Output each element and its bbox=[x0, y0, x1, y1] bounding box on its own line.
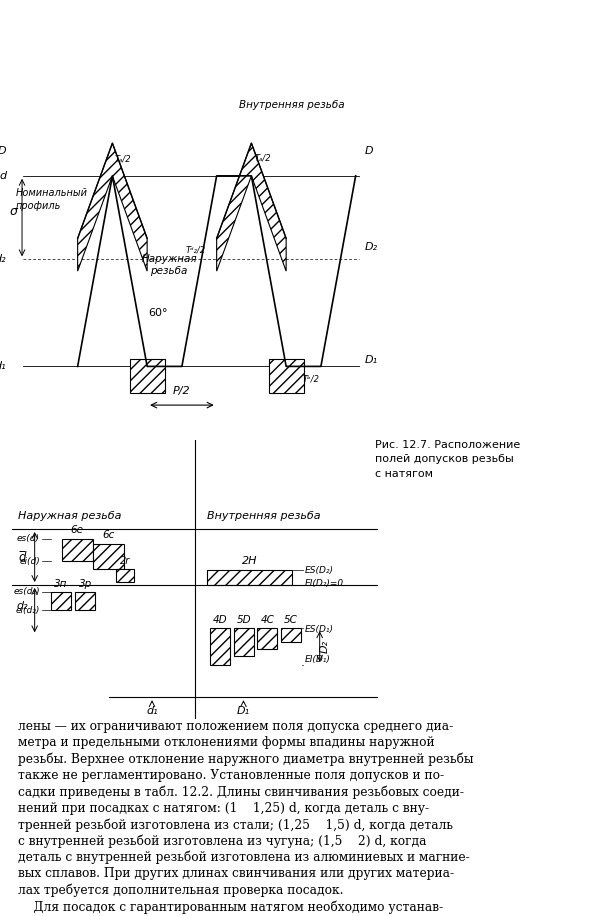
Text: D₂: D₂ bbox=[365, 243, 378, 252]
Text: Наружная
резьба: Наружная резьба bbox=[141, 254, 197, 277]
Text: 3р: 3р bbox=[78, 579, 91, 589]
Polygon shape bbox=[217, 143, 286, 271]
Text: Tₐ/2: Tₐ/2 bbox=[255, 154, 271, 162]
FancyBboxPatch shape bbox=[62, 539, 93, 562]
Text: 6с: 6с bbox=[103, 530, 115, 540]
Text: 4D: 4D bbox=[212, 615, 227, 625]
Text: ei(d₂): ei(d₂) bbox=[15, 605, 40, 615]
Text: D: D bbox=[0, 146, 6, 156]
FancyBboxPatch shape bbox=[234, 628, 254, 656]
Text: лены — их ограничивают положением поля допуска среднего диа-: лены — их ограничивают положением поля д… bbox=[18, 720, 453, 733]
Text: d: d bbox=[0, 171, 6, 180]
Polygon shape bbox=[78, 143, 147, 271]
Text: d₂: d₂ bbox=[17, 601, 28, 611]
Text: d₁: d₁ bbox=[146, 706, 158, 716]
Text: Номинальный
профиль: Номинальный профиль bbox=[15, 189, 87, 211]
Text: 5D: 5D bbox=[237, 615, 251, 625]
Text: метра и предельными отклонениями формы впадины наружной: метра и предельными отклонениями формы в… bbox=[18, 736, 434, 749]
Text: EI(D₁): EI(D₁) bbox=[304, 655, 330, 664]
Text: D₁: D₁ bbox=[237, 706, 250, 716]
Text: Внутренняя резьба: Внутренняя резьба bbox=[238, 101, 344, 110]
FancyBboxPatch shape bbox=[93, 544, 124, 569]
Text: σ: σ bbox=[9, 205, 18, 218]
FancyBboxPatch shape bbox=[75, 592, 95, 610]
Text: P/2: P/2 bbox=[173, 387, 191, 396]
Text: тренней резьбой изготовлена из стали; (1,25    1,5) d, когда деталь: тренней резьбой изготовлена из стали; (1… bbox=[18, 818, 453, 832]
Text: EI(D₂)=0: EI(D₂)=0 bbox=[304, 579, 343, 588]
Text: деталь с внутренней резьбой изготовлена из алюминиевых и магние-: деталь с внутренней резьбой изготовлена … bbox=[18, 851, 470, 865]
FancyBboxPatch shape bbox=[116, 569, 135, 583]
Text: Для посадок с гарантированным натягом необходимо устанав-: Для посадок с гарантированным натягом не… bbox=[18, 900, 443, 914]
FancyBboxPatch shape bbox=[281, 628, 301, 642]
Text: 6е: 6е bbox=[71, 525, 84, 535]
Text: Внутренняя резьба: Внутренняя резьба bbox=[207, 511, 320, 521]
Polygon shape bbox=[269, 359, 303, 393]
Text: Рис. 12.7. Расположение
полей допусков резьбы
с натягом: Рис. 12.7. Расположение полей допусков р… bbox=[375, 440, 520, 479]
Text: es(d₂): es(d₂) bbox=[13, 587, 40, 596]
FancyBboxPatch shape bbox=[210, 628, 230, 665]
Text: Tᵈ₂/2: Tᵈ₂/2 bbox=[185, 245, 206, 255]
Text: D₁: D₁ bbox=[365, 355, 378, 365]
Text: D₂: D₂ bbox=[319, 640, 329, 653]
Text: ei(d): ei(d) bbox=[19, 557, 40, 566]
Text: ES(D₂): ES(D₂) bbox=[304, 566, 333, 575]
FancyBboxPatch shape bbox=[257, 628, 277, 649]
Text: также не регламентировано. Установленные поля допусков и по-: также не регламентировано. Установленные… bbox=[18, 769, 444, 782]
Text: 4С: 4С bbox=[260, 615, 274, 625]
Text: es(d): es(d) bbox=[17, 534, 40, 543]
Polygon shape bbox=[130, 359, 165, 393]
Text: садки приведены в табл. 12.2. Длины свинчивания резьбовых соеди-: садки приведены в табл. 12.2. Длины свин… bbox=[18, 785, 464, 799]
Text: Tᵇ/2: Tᵇ/2 bbox=[303, 375, 320, 384]
Text: Tₐ/2: Tₐ/2 bbox=[114, 155, 131, 164]
FancyBboxPatch shape bbox=[51, 592, 71, 610]
Text: 3п: 3п bbox=[54, 579, 67, 589]
Text: 2r: 2r bbox=[120, 556, 130, 566]
Text: с внутренней резьбой изготовлена из чугуна; (1,5    2) d, когда: с внутренней резьбой изготовлена из чугу… bbox=[18, 834, 426, 848]
Text: нений при посадках с натягом: (1    1,25) d, когда деталь с вну-: нений при посадках с натягом: (1 1,25) d… bbox=[18, 802, 429, 814]
Text: 5С: 5С bbox=[284, 615, 298, 625]
Text: лах требуется дополнительная проверка посадок.: лах требуется дополнительная проверка по… bbox=[18, 884, 343, 897]
Text: вых сплавов. При других длинах свинчивания или других материа-: вых сплавов. При других длинах свинчиван… bbox=[18, 867, 454, 880]
Text: ES(D₁): ES(D₁) bbox=[304, 625, 333, 634]
Text: 2Н: 2Н bbox=[242, 556, 257, 566]
Text: d₂: d₂ bbox=[0, 255, 6, 264]
Text: резьбы. Верхнее отклонение наружного диаметра внутренней резьбы: резьбы. Верхнее отклонение наружного диа… bbox=[18, 753, 473, 767]
Text: 60°: 60° bbox=[148, 308, 168, 318]
Text: d̅: d̅ bbox=[19, 551, 26, 563]
FancyBboxPatch shape bbox=[207, 571, 292, 585]
Text: Наружная резьба: Наружная резьба bbox=[18, 511, 122, 521]
Text: D: D bbox=[365, 146, 373, 156]
Text: d₁: d₁ bbox=[0, 362, 6, 371]
